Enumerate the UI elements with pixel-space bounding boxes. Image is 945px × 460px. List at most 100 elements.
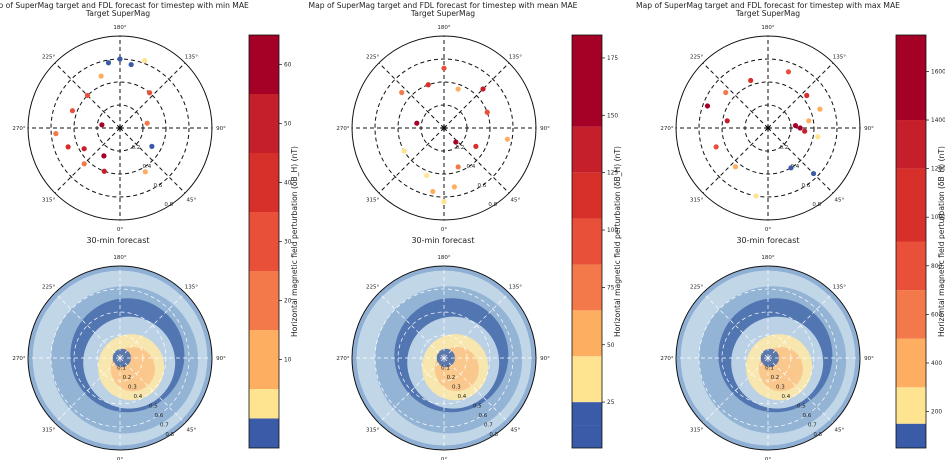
data-point: [804, 92, 810, 99]
colorbar: 10 20 30 40 50 60 Horizontal magnetic field pe…: [248, 34, 299, 449]
grid-ring: [698, 58, 838, 198]
colorbar-frame: [895, 34, 927, 449]
forecast-polar-plot: 180° 135° 90° 45° 0° 315° 270° 225° 0.1 0.2 0.3 0.4…: [660, 255, 874, 460]
data-point: [401, 148, 407, 154]
colorbar-tick-label: 50: [284, 122, 292, 128]
colorbar-segment: [249, 153, 279, 212]
grid-spoke: [378, 127, 445, 194]
data-point: [128, 61, 134, 68]
colorbar-segment: [572, 425, 602, 448]
radius-tick-label: 0.1: [117, 365, 126, 371]
data-point: [101, 153, 107, 159]
angle-tick-label: 45°: [511, 427, 521, 433]
data-point: [144, 120, 150, 126]
colorbar-segment: [572, 126, 602, 173]
grid-spoke: [54, 292, 121, 359]
data-point: [792, 122, 799, 129]
data-point: [455, 164, 461, 170]
colorbar-segment: [572, 172, 602, 219]
data-point: [788, 165, 794, 171]
lower-title-min: 30-min forecast: [86, 236, 149, 245]
panel-subtitle-mean: Target SuperMag: [410, 9, 475, 18]
colorbar: 200 400 600 800 1000 1200 1400 1600 Horizontal m…: [895, 34, 945, 449]
data-point: [748, 77, 754, 84]
angle-tick-label: 315°: [690, 427, 703, 433]
radius-tick-label: 0.8: [489, 432, 498, 438]
colorbar-tick-label: 10: [284, 358, 292, 364]
grid-spoke: [443, 357, 510, 424]
radius-tick-label: 0.2: [456, 145, 465, 151]
lower-title-mean: 30-min forecast: [411, 236, 474, 245]
radius-tick-label: 0.4: [467, 164, 476, 170]
colorbar-segment: [896, 290, 926, 339]
grid-ring: [374, 288, 514, 428]
grid-ring: [374, 58, 514, 198]
colorbar-tick-label: 600: [931, 312, 942, 318]
target-polar-plot: 180° 135° 90° 45° 0° 315° 270° 225° 0.2 0.4 0.6 0.8: [336, 25, 550, 233]
colorbar-tick-label: 400: [931, 361, 942, 367]
data-point: [723, 89, 729, 96]
angle-tick-label: 90°: [216, 126, 226, 132]
data-point: [453, 139, 459, 145]
data-point: [753, 193, 759, 199]
angle-tick-label: 270°: [336, 126, 349, 132]
radius-tick-label: 0.4: [791, 164, 800, 170]
angle-tick-label: 135°: [185, 55, 198, 61]
data-point: [399, 89, 405, 96]
angle-tick-label: 0°: [441, 457, 447, 460]
angle-tick-label: 315°: [42, 427, 55, 433]
data-point: [101, 168, 107, 174]
grid-spoke: [767, 62, 834, 129]
radius-tick-label: 0.8: [813, 432, 822, 438]
data-point: [99, 122, 105, 128]
colorbar-label: Horizontal magnetic field perturbation (…: [613, 146, 622, 337]
angle-tick-label: 90°: [216, 356, 226, 362]
angle-tick-label: 225°: [366, 55, 379, 61]
pole-marker: [441, 125, 447, 131]
colorbar-segment: [896, 387, 926, 424]
colorbar-tick-label: 150: [607, 113, 618, 119]
radius-tick-label: 0.8: [812, 202, 821, 208]
panel-max: Map of SuperMag target and FDL forecast …: [636, 1, 900, 245]
grid-spoke: [767, 127, 834, 194]
grid-spoke: [702, 292, 769, 359]
angle-tick-label: 45°: [187, 197, 197, 203]
data-point: [817, 106, 823, 112]
grid-spoke: [443, 62, 510, 129]
polar-frame: [351, 35, 537, 221]
data-point: [441, 199, 447, 205]
data-point: [141, 57, 148, 64]
colorbar-segment: [896, 168, 926, 242]
grid-spoke: [378, 292, 445, 359]
radius-tick-label: 0.4: [143, 164, 152, 170]
data-point: [713, 144, 719, 150]
angle-tick-label: 0°: [117, 227, 123, 233]
angle-tick-label: 180°: [113, 25, 126, 31]
data-point: [724, 118, 730, 124]
angle-tick-label: 180°: [761, 255, 774, 261]
data-point: [480, 86, 486, 92]
grid-ring: [698, 288, 838, 428]
angle-tick-label: 180°: [437, 25, 450, 31]
grid-spoke: [119, 127, 186, 194]
colorbar-tick-label: 50: [607, 343, 615, 349]
radius-tick-label: 0.3: [776, 384, 785, 390]
colorbar-tick-label: 20: [284, 299, 292, 305]
data-point: [149, 143, 155, 149]
polar-frame: [27, 265, 213, 451]
angle-tick-label: 135°: [833, 285, 846, 291]
angle-tick-label: 90°: [540, 356, 550, 362]
angle-tick-label: 180°: [437, 255, 450, 261]
data-point: [473, 143, 479, 149]
panel-mean: Map of SuperMag target and FDL forecast …: [309, 1, 578, 245]
grid-spoke: [702, 62, 769, 129]
data-point: [65, 144, 71, 150]
radius-tick-label: 0.5: [473, 403, 482, 409]
colorbar-segment: [896, 423, 926, 448]
colorbar-tick-label: 100: [607, 228, 618, 234]
radius-tick-label: 0.6: [478, 413, 487, 419]
data-point: [430, 188, 436, 195]
radius-tick-label: 0.2: [447, 375, 456, 381]
panel-title-max: Map of SuperMag target and FDL forecast …: [636, 1, 900, 10]
grid-spoke: [443, 127, 510, 194]
